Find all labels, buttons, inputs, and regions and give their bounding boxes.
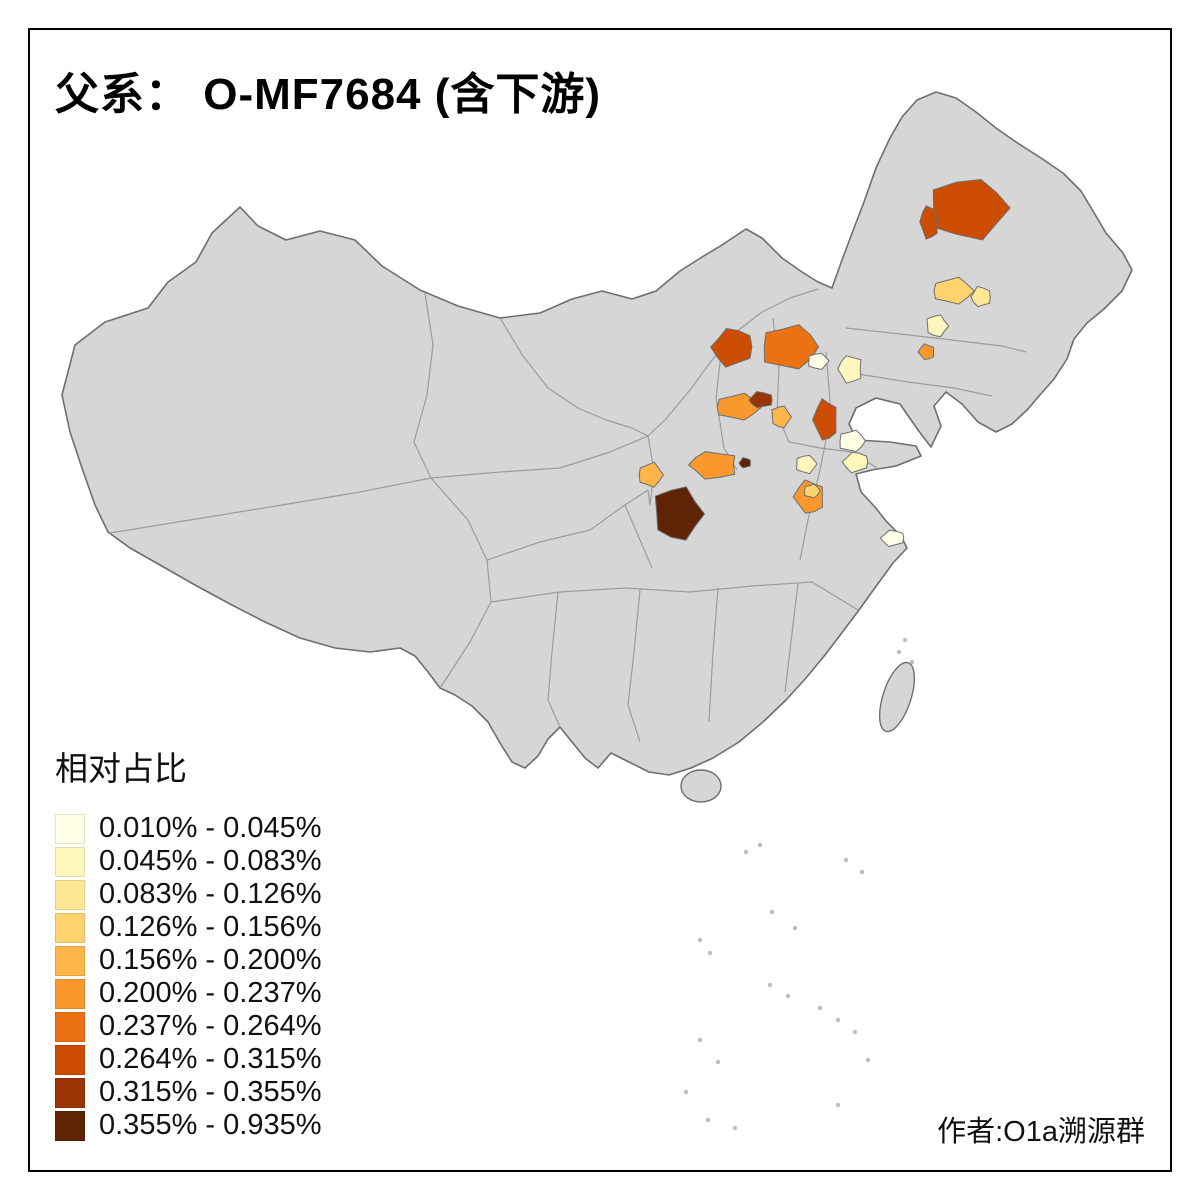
legend-swatch	[55, 1044, 85, 1075]
map-region	[738, 457, 752, 469]
legend-swatch	[55, 978, 85, 1009]
legend-item: 0.045% - 0.083%	[55, 845, 321, 878]
map-region	[919, 205, 938, 240]
small-island	[852, 1029, 858, 1035]
map-region	[771, 405, 793, 429]
small-island	[909, 659, 915, 665]
map-region	[748, 390, 773, 409]
legend-item: 0.200% - 0.237%	[55, 977, 321, 1010]
legend-label: 0.355% - 0.935%	[99, 1109, 322, 1141]
legend-label: 0.237% - 0.264%	[99, 1010, 322, 1042]
legend-item: 0.237% - 0.264%	[55, 1010, 321, 1043]
small-island	[896, 649, 902, 655]
legend-swatch	[55, 1110, 85, 1141]
small-island	[817, 1005, 823, 1011]
map-region	[926, 314, 950, 338]
legend-label: 0.315% - 0.355%	[99, 1076, 322, 1108]
small-island	[767, 982, 773, 988]
small-island	[757, 842, 763, 848]
author-credit: 作者:O1a溯源群	[937, 1116, 1145, 1148]
small-island	[707, 950, 713, 956]
small-island	[843, 857, 849, 863]
map-region	[654, 486, 706, 541]
small-island	[769, 909, 775, 915]
small-island	[835, 1102, 841, 1108]
small-island	[697, 937, 703, 943]
legend-item: 0.083% - 0.126%	[55, 878, 321, 911]
small-island	[715, 1059, 721, 1065]
legend-item: 0.010% - 0.045%	[55, 812, 321, 845]
legend-title: 相对占比	[55, 750, 187, 787]
legend-label: 0.010% - 0.045%	[99, 812, 322, 844]
map-region	[812, 398, 837, 441]
legend-label: 0.200% - 0.237%	[99, 977, 322, 1009]
map-region	[970, 285, 991, 308]
legend: 相对占比 0.010% - 0.045% 0.045% - 0.083% 0.083…	[55, 742, 321, 1142]
legend-swatch	[55, 813, 85, 844]
legend-swatch	[55, 945, 85, 976]
map-region	[804, 483, 821, 499]
map-region	[687, 451, 736, 480]
hainan-island	[680, 769, 722, 803]
small-island	[835, 1017, 841, 1023]
map-region	[808, 352, 830, 371]
taiwan-island	[878, 661, 916, 733]
map-title: 父系： O-MF7684 (含下游)	[55, 70, 602, 119]
small-island	[743, 849, 749, 855]
small-island	[859, 869, 865, 875]
legend-items: 0.010% - 0.045% 0.045% - 0.083% 0.083% - 0…	[55, 812, 321, 1142]
legend-item: 0.264% - 0.315%	[55, 1043, 321, 1076]
legend-item: 0.315% - 0.355%	[55, 1076, 321, 1109]
small-island	[697, 1037, 703, 1043]
legend-swatch	[55, 912, 85, 943]
map-region	[839, 429, 866, 453]
legend-label: 0.126% - 0.156%	[99, 911, 322, 943]
legend-item: 0.355% - 0.935%	[55, 1109, 321, 1142]
small-island	[785, 993, 791, 999]
legend-swatch	[55, 1077, 85, 1108]
legend-item: 0.156% - 0.200%	[55, 944, 321, 977]
legend-swatch	[55, 1011, 85, 1042]
map-region	[796, 454, 818, 475]
map-region	[837, 355, 862, 384]
highlighted-regions	[638, 178, 1011, 548]
province-borders	[109, 288, 1027, 743]
map-region	[879, 529, 905, 548]
map-region	[638, 461, 665, 488]
legend-label: 0.045% - 0.083%	[99, 845, 322, 877]
legend-item: 0.126% - 0.156%	[55, 911, 321, 944]
small-island	[902, 637, 908, 643]
map-region	[763, 324, 820, 370]
map-region	[917, 343, 935, 361]
small-island	[683, 1089, 689, 1095]
south-china-sea-islands	[683, 637, 915, 1131]
legend-swatch	[55, 846, 85, 877]
legend-label: 0.264% - 0.315%	[99, 1043, 322, 1075]
legend-label: 0.156% - 0.200%	[99, 944, 322, 976]
map-region	[710, 328, 753, 368]
legend-label: 0.083% - 0.126%	[99, 878, 322, 910]
map-region	[933, 276, 976, 305]
small-island	[732, 1125, 738, 1131]
small-island	[792, 925, 798, 931]
legend-swatch	[55, 879, 85, 910]
map-region	[841, 451, 869, 474]
small-island	[865, 1057, 871, 1063]
small-island	[705, 1117, 711, 1123]
china-outline	[61, 91, 1133, 776]
map-region	[931, 178, 1011, 241]
